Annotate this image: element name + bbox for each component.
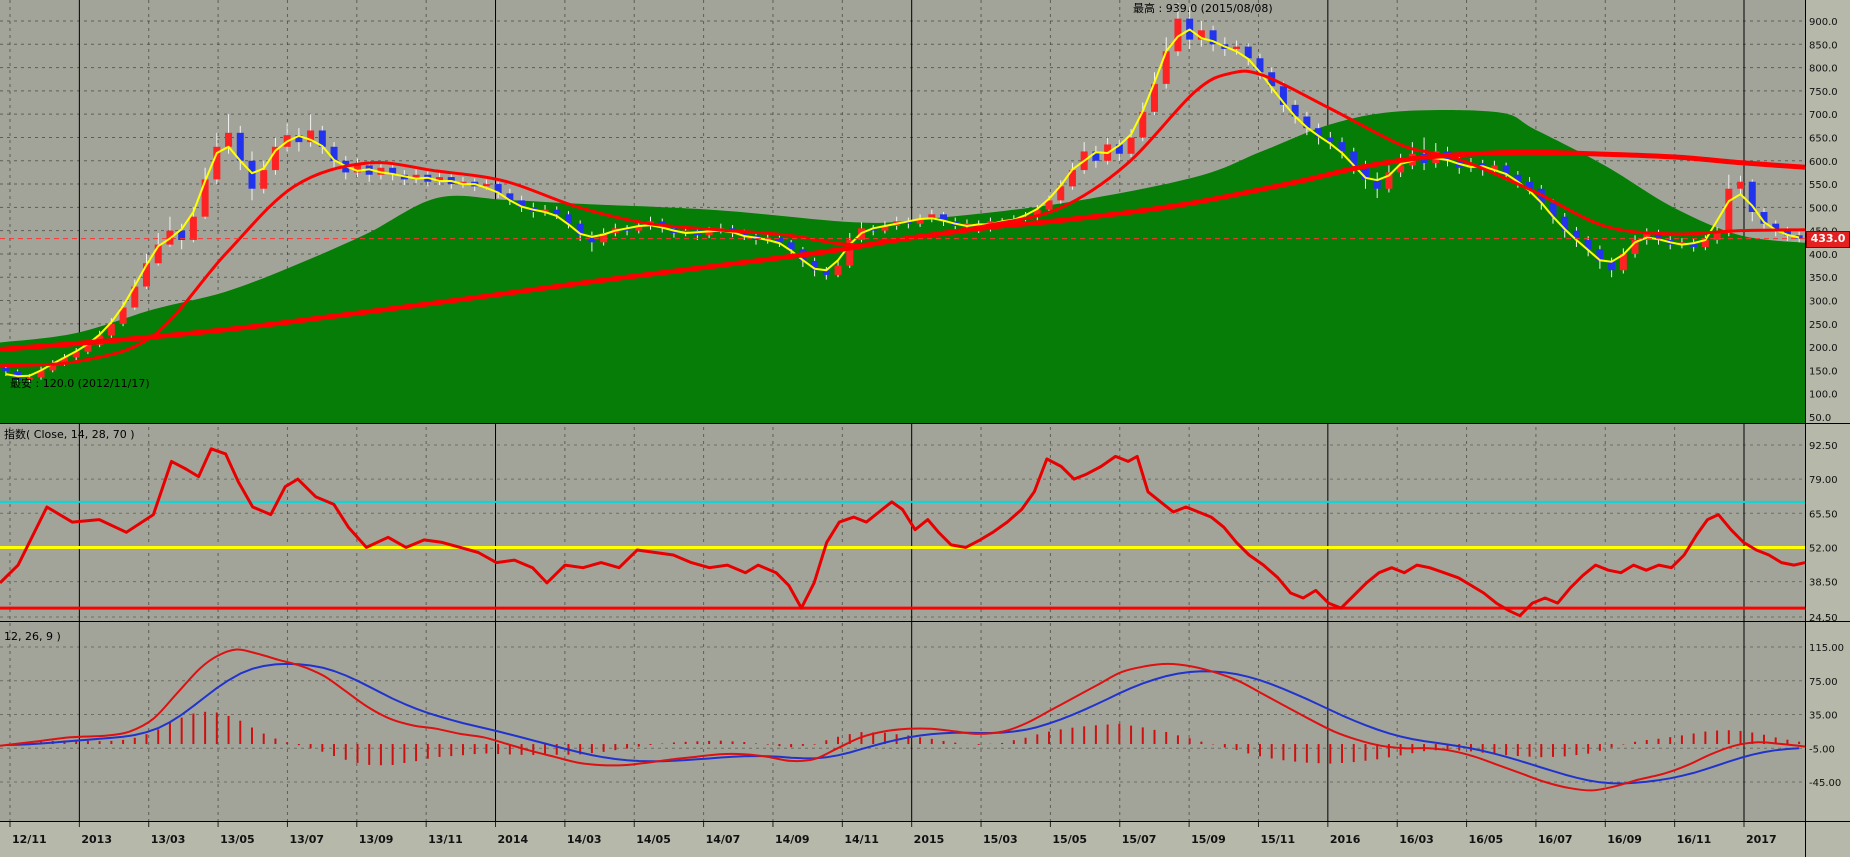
svg-text:2017: 2017 <box>1746 833 1777 846</box>
svg-text:2016: 2016 <box>1330 833 1361 846</box>
svg-text:115.00: 115.00 <box>1809 643 1844 654</box>
svg-text:150.0: 150.0 <box>1809 366 1838 377</box>
svg-text:14/09: 14/09 <box>775 833 810 846</box>
svg-text:-45.00: -45.00 <box>1809 778 1841 789</box>
svg-text:79.00: 79.00 <box>1809 475 1838 486</box>
svg-text:850.0: 850.0 <box>1809 40 1838 51</box>
svg-text:2015: 2015 <box>914 833 945 846</box>
svg-text:16/03: 16/03 <box>1399 833 1434 846</box>
svg-text:13/05: 13/05 <box>220 833 255 846</box>
svg-text:14/07: 14/07 <box>706 833 741 846</box>
svg-text:550.0: 550.0 <box>1809 180 1838 191</box>
svg-text:15/07: 15/07 <box>1122 833 1157 846</box>
svg-text:750.0: 750.0 <box>1809 87 1838 98</box>
rsi-indicator-label: 指数( Close, 14, 28, 70 ) <box>4 428 135 441</box>
svg-text:700.0: 700.0 <box>1809 110 1838 121</box>
svg-text:24.50: 24.50 <box>1809 613 1838 624</box>
svg-text:15/03: 15/03 <box>983 833 1018 846</box>
svg-text:14/05: 14/05 <box>636 833 671 846</box>
svg-text:2013: 2013 <box>81 833 112 846</box>
svg-text:600.0: 600.0 <box>1809 157 1838 168</box>
svg-text:15/11: 15/11 <box>1260 833 1295 846</box>
svg-text:14/11: 14/11 <box>844 833 879 846</box>
svg-text:52.00: 52.00 <box>1809 543 1838 554</box>
svg-text:500.0: 500.0 <box>1809 203 1838 214</box>
svg-text:-5.00: -5.00 <box>1809 744 1835 755</box>
svg-text:13/03: 13/03 <box>151 833 186 846</box>
svg-text:92.50: 92.50 <box>1809 441 1838 452</box>
svg-text:75.00: 75.00 <box>1809 677 1838 688</box>
svg-text:350.0: 350.0 <box>1809 273 1838 284</box>
current-price-tag: 433.0 <box>1806 231 1850 248</box>
svg-text:400.0: 400.0 <box>1809 250 1838 261</box>
svg-text:100.0: 100.0 <box>1809 390 1838 401</box>
svg-text:200.0: 200.0 <box>1809 343 1838 354</box>
svg-text:800.0: 800.0 <box>1809 64 1838 75</box>
svg-text:15/09: 15/09 <box>1191 833 1226 846</box>
svg-text:16/11: 16/11 <box>1677 833 1712 846</box>
svg-text:650.0: 650.0 <box>1809 133 1838 144</box>
svg-text:250.0: 250.0 <box>1809 320 1838 331</box>
high-annotation: 最高 : 939.0 (2015/08/08) <box>1133 2 1273 15</box>
svg-text:2014: 2014 <box>498 833 529 846</box>
svg-text:50.0: 50.0 <box>1809 413 1831 424</box>
svg-text:14/03: 14/03 <box>567 833 602 846</box>
svg-text:13/09: 13/09 <box>359 833 394 846</box>
svg-text:16/09: 16/09 <box>1607 833 1642 846</box>
svg-text:65.50: 65.50 <box>1809 509 1838 520</box>
svg-text:12/11: 12/11 <box>12 833 47 846</box>
svg-text:13/11: 13/11 <box>428 833 463 846</box>
svg-text:16/07: 16/07 <box>1538 833 1573 846</box>
svg-text:35.00: 35.00 <box>1809 711 1838 722</box>
macd-indicator-label: 12, 26, 9 ) <box>4 630 61 643</box>
low-annotation: 最安 : 120.0 (2012/11/17) <box>10 377 150 390</box>
svg-text:15/05: 15/05 <box>1052 833 1087 846</box>
svg-text:16/05: 16/05 <box>1469 833 1504 846</box>
svg-text:13/07: 13/07 <box>289 833 324 846</box>
svg-text:300.0: 300.0 <box>1809 297 1838 308</box>
svg-text:38.50: 38.50 <box>1809 578 1838 589</box>
svg-text:900.0: 900.0 <box>1809 17 1838 28</box>
